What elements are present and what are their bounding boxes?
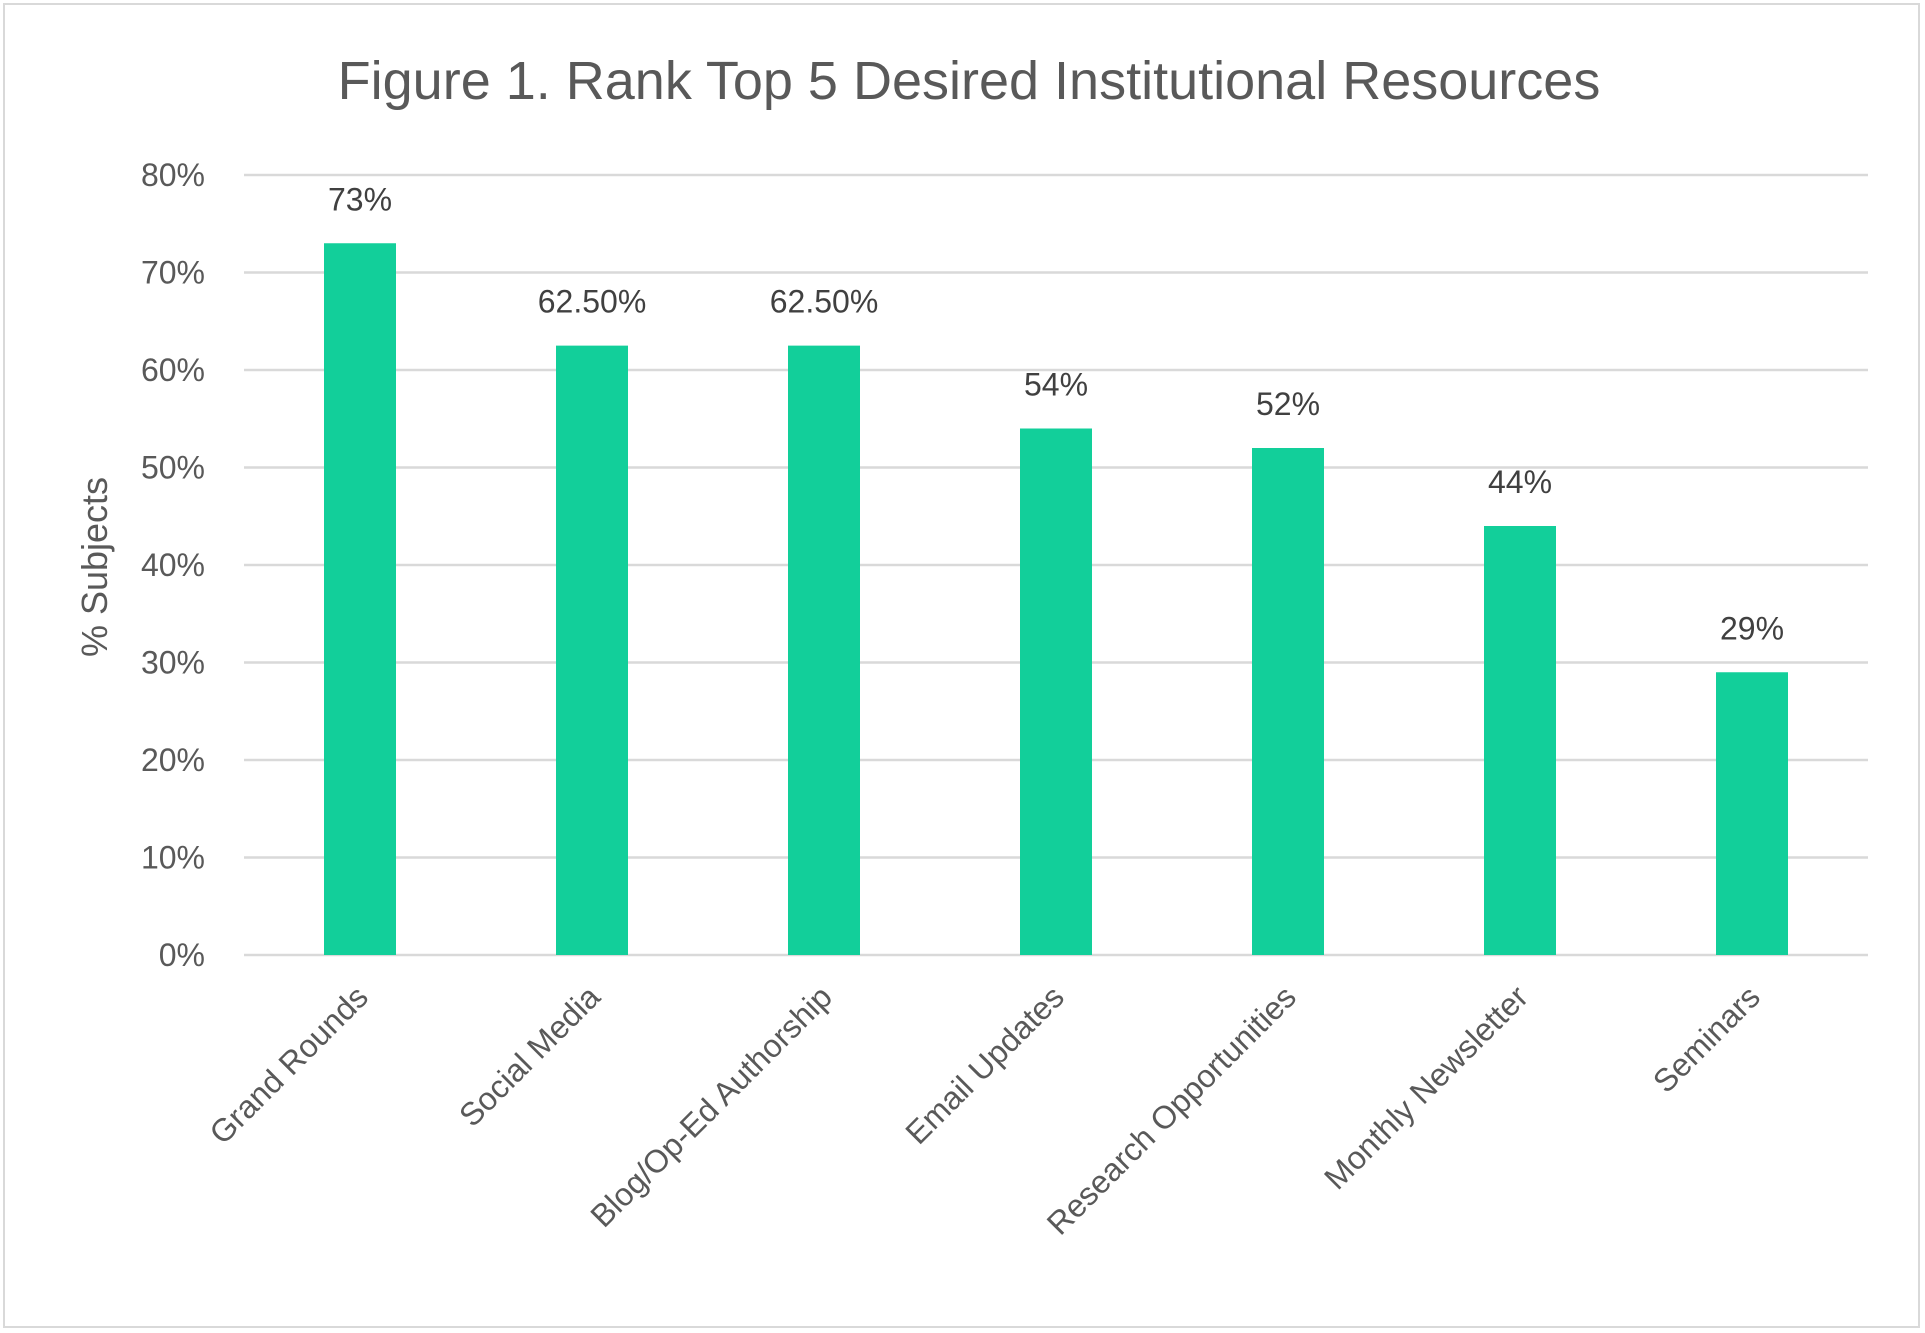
category-label: Blog/Op-Ed Authorship: [583, 978, 839, 1234]
bars: [324, 243, 1788, 955]
data-label: 73%: [328, 181, 392, 217]
category-label: Monthly Newsletter: [1317, 978, 1535, 1196]
category-label: Seminars: [1646, 978, 1767, 1099]
y-tick-label: 60%: [141, 352, 205, 388]
bar: [1252, 448, 1324, 955]
data-label: 62.50%: [770, 284, 879, 320]
y-tick-label: 30%: [141, 645, 205, 681]
data-label: 44%: [1488, 464, 1552, 500]
bar-chart: Figure 1. Rank Top 5 Desired Institution…: [74, 51, 1868, 1242]
y-tick-label: 20%: [141, 742, 205, 778]
y-tick-label: 0%: [159, 937, 205, 973]
category-label: Email Updates: [898, 978, 1071, 1151]
bar: [1020, 428, 1092, 955]
y-tick-label: 40%: [141, 547, 205, 583]
chart-frame: Figure 1. Rank Top 5 Desired Institution…: [3, 3, 1920, 1328]
y-tick-label: 10%: [141, 840, 205, 876]
data-labels: 73% 62.50% 62.50% 54% 52% 44% 29%: [328, 181, 1784, 646]
bar: [556, 345, 628, 955]
y-tick-label: 70%: [141, 255, 205, 291]
bar: [324, 243, 396, 955]
bar: [788, 345, 860, 955]
bar: [1716, 672, 1788, 955]
chart-title: Figure 1. Rank Top 5 Desired Institution…: [338, 51, 1601, 111]
data-label: 54%: [1024, 367, 1088, 403]
category-label: Research Opportunities: [1040, 978, 1303, 1241]
data-label: 52%: [1256, 386, 1320, 422]
y-axis-title: % Subjects: [74, 477, 115, 657]
y-tick-label: 80%: [141, 157, 205, 193]
category-label: Social Media: [452, 978, 607, 1133]
data-label: 62.50%: [538, 284, 647, 320]
data-label: 29%: [1720, 610, 1784, 646]
bar: [1484, 526, 1556, 955]
y-tick-label: 50%: [141, 450, 205, 486]
y-axis-ticks: 0% 10% 20% 30% 40% 50% 60% 70% 80%: [141, 157, 205, 973]
category-label: Grand Rounds: [202, 978, 375, 1151]
